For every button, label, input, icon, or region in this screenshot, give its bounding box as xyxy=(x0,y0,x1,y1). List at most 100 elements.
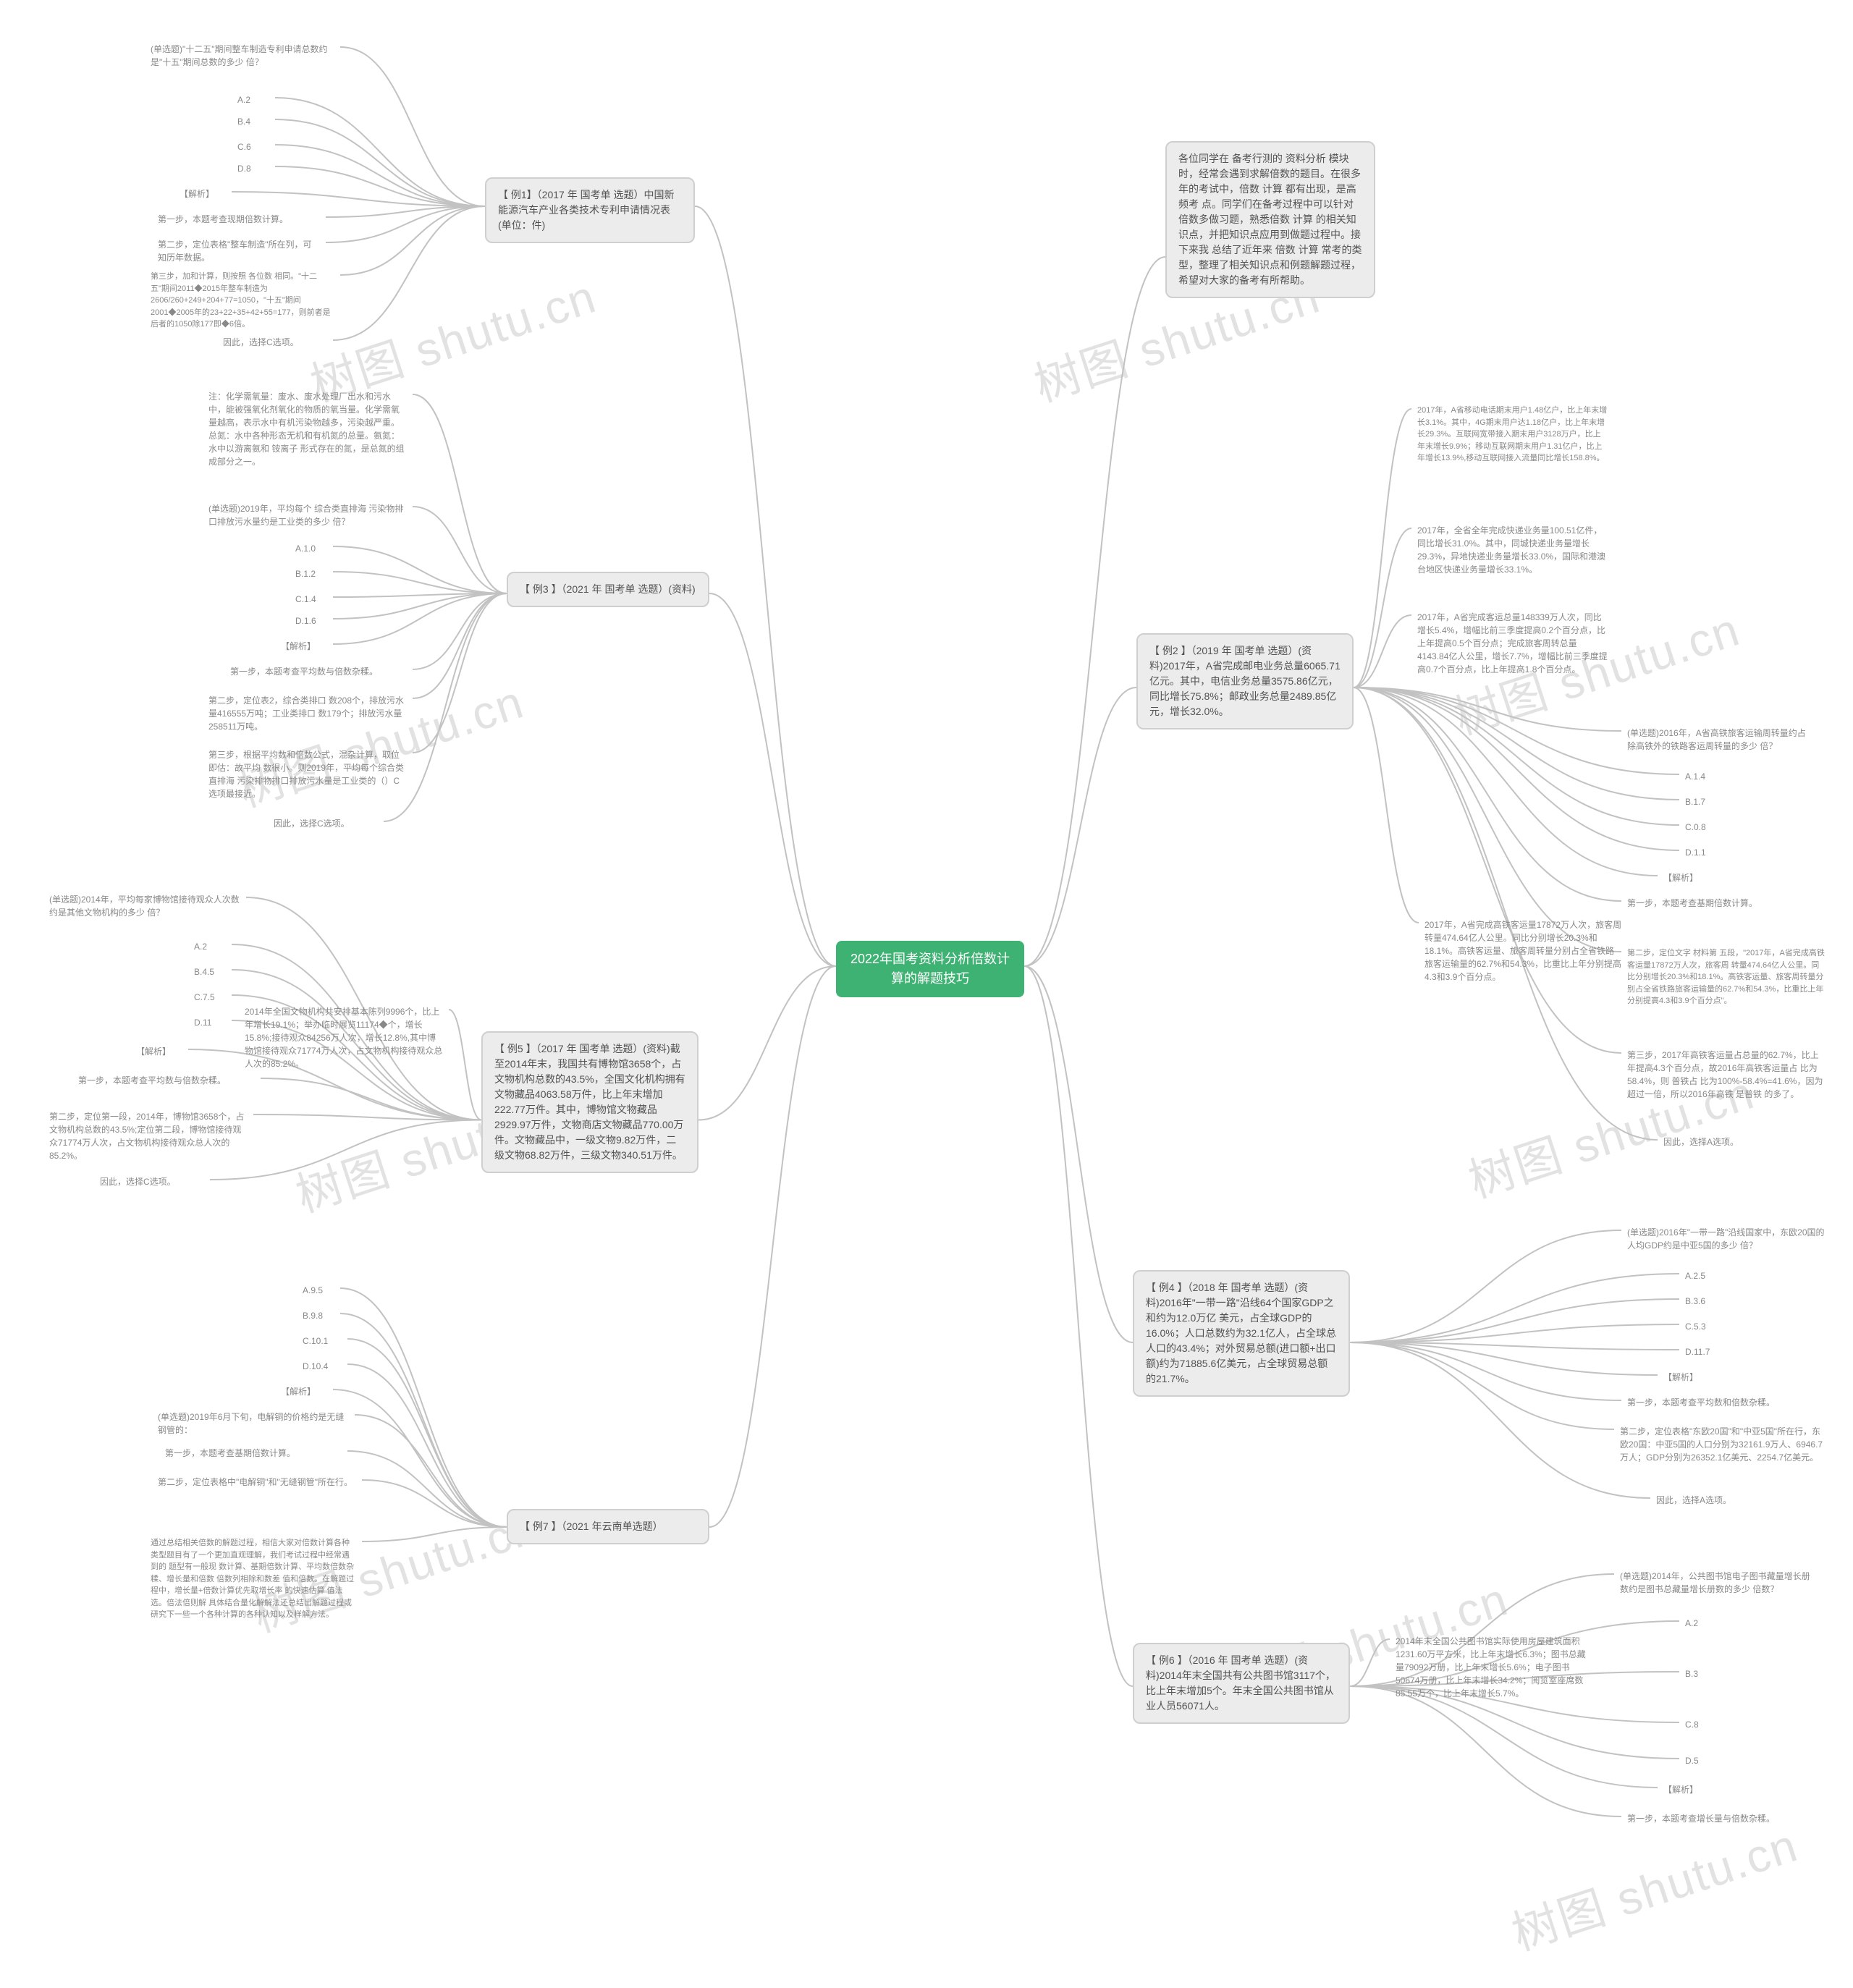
connector-edge xyxy=(1350,1342,1650,1498)
leaf-node: 【解析】 xyxy=(1658,868,1704,887)
leaf-node: 2014年末全国公共图书馆实际使用房屋建筑面积1231.60万平方米，比上年末增… xyxy=(1390,1632,1600,1703)
leaf-node: C.8 xyxy=(1679,1715,1705,1734)
leaf-node: D.11 xyxy=(188,1013,217,1032)
connector-edge xyxy=(1024,688,1136,966)
leaf-node: B.3 xyxy=(1679,1665,1704,1683)
main-node-ex4: 【 例4 】（2018 年 国考单 选题）(资料)2016年"一带一路"沿线64… xyxy=(1133,1270,1350,1397)
connector-edge xyxy=(1350,1686,1621,1816)
leaf-node: A.1.4 xyxy=(1679,767,1711,786)
connector-edge xyxy=(1024,257,1165,966)
leaf-node: 【解析】 xyxy=(1658,1780,1704,1799)
connector-edge xyxy=(413,507,507,593)
leaf-node: 2017年，A省完成高铁客运量17872万人次，旅客周转量474.64亿人公里。… xyxy=(1419,915,1629,986)
main-node-ex6: 【 例6 】（2016 年 国考单 选题）(资料)2014年末全国共有公共图书馆… xyxy=(1133,1643,1350,1724)
connector-edge xyxy=(1354,688,1419,923)
leaf-node: B.3.6 xyxy=(1679,1292,1711,1311)
connector-edge xyxy=(1354,688,1621,952)
leaf-node: 因此，选择C选项。 xyxy=(94,1172,182,1191)
connector-edge xyxy=(347,1364,507,1527)
main-node-ex5: 【 例5 】（2017 年 国考单 选题）(资料)截至2014年末，我国共有博物… xyxy=(481,1031,698,1173)
leaf-node: B.1.2 xyxy=(290,564,321,583)
leaf-node: (单选题)2019年，平均每个 综合类直排海 污染物排口排放污水量约是工业类的多… xyxy=(203,499,413,531)
leaf-node: A.2 xyxy=(1679,1614,1704,1633)
connector-edge xyxy=(1024,966,1133,1686)
leaf-node: B.9.8 xyxy=(297,1306,329,1325)
leaf-node: 因此，选择C选项。 xyxy=(217,333,305,352)
leaf-node: C.0.8 xyxy=(1679,818,1712,837)
leaf-node: C.6 xyxy=(232,138,257,156)
connector-edge xyxy=(1350,1342,1614,1429)
main-node-ex2: 【 例2 】（2019 年 国考单 选题）(资料)2017年，A省完成邮电业务总… xyxy=(1136,633,1354,729)
leaf-node: 【解析】 xyxy=(130,1042,177,1061)
leaf-node: A.2 xyxy=(232,90,256,109)
leaf-node: 通过总结相关倍数的解题过程，相信大家对倍数计算各种类型题目有了一个更加直观理解，… xyxy=(145,1534,362,1624)
connector-edge xyxy=(1354,409,1411,688)
connector-edge xyxy=(449,1010,481,1120)
leaf-node: 第一步，本题考查增长量与倍数杂糅。 xyxy=(1621,1809,1781,1828)
main-node-ex1: 【 例1】（2017 年 国考单 选题）中国新能源汽车产业各类技术专利申请情况表… xyxy=(485,177,695,243)
connector-edge xyxy=(1354,688,1658,1140)
leaf-node: 第一步，本题考查现期倍数计算。 xyxy=(152,210,294,229)
connector-edge xyxy=(333,593,507,644)
connector-edge xyxy=(340,1314,507,1527)
leaf-node: D.5 xyxy=(1679,1751,1705,1770)
connector-edge xyxy=(275,98,485,206)
connector-edge xyxy=(340,1288,507,1527)
connector-edge xyxy=(413,593,507,753)
leaf-node: D.10.4 xyxy=(297,1357,334,1376)
leaf-node: A.2.5 xyxy=(1679,1266,1711,1285)
leaf-node: 第一步，本题考查平均数与倍数杂糅。 xyxy=(72,1071,232,1090)
leaf-node: 第二步，定位表2，综合类排口 数208个，排放污水量416555万吨；工业类排口… xyxy=(203,691,413,736)
leaf-node: 第二步，定位表格中"电解铜"和"无缝钢管"所在行。 xyxy=(152,1473,358,1492)
leaf-node: 2014年全国文物机构共安排基本陈列9996个，比上年增长19.1%；举办临时展… xyxy=(239,1002,449,1073)
connector-edge xyxy=(362,1527,507,1541)
leaf-node: C.10.1 xyxy=(297,1332,334,1350)
connector-edge xyxy=(1354,688,1621,1053)
connector-edge xyxy=(355,1415,507,1527)
leaf-node: 第二步，定位文字 材料第 五段，"2017年，A省完成高铁客运量17872万人次… xyxy=(1621,944,1831,1010)
connector-edge xyxy=(695,206,836,966)
leaf-node: 2017年，A省移动电话期末用户1.48亿户，比上年末增长3.1%。其中，4G期… xyxy=(1411,402,1614,468)
leaf-node: 2017年，全省全年完成快递业务量100.51亿件，同比增长31.0%。其中，同… xyxy=(1411,521,1614,579)
connector-edge xyxy=(709,966,836,1527)
connector-edge xyxy=(413,394,507,593)
leaf-node: B.1.7 xyxy=(1679,792,1711,811)
leaf-node: D.1.6 xyxy=(290,612,322,630)
leaf-node: (单选题)"十二五"期间整车制造专利申请总数约是"十五"期间总数的多少 倍？ xyxy=(145,40,340,72)
leaf-node: (单选题)2014年，平均每家博物馆接待观众人次数约是其他文物机构的多少 倍？ xyxy=(43,890,246,922)
leaf-node: C.5.3 xyxy=(1679,1317,1712,1336)
leaf-node: 因此，选择A选项。 xyxy=(1650,1491,1737,1510)
leaf-node: 第二步，定位第一段，2014年，博物馆3658个，占文物机构总数的43.5%;定… xyxy=(43,1107,253,1165)
connector-edge xyxy=(333,546,507,593)
leaf-node: 第二步，定位表格"整车制造"所在列，可知历年数据。 xyxy=(152,235,326,267)
leaf-node: (单选题)2014年，公共图书馆电子图书藏量增长册数约是图书总藏量增长册数的多少… xyxy=(1614,1567,1824,1599)
connector-edge xyxy=(1350,1274,1679,1342)
main-node-ex3: 【 例3 】（2021 年 国考单 选题）(资料) xyxy=(507,572,709,607)
leaf-node: A.9.5 xyxy=(297,1281,329,1300)
leaf-node: A.1.0 xyxy=(290,539,321,558)
leaf-node: B.4 xyxy=(232,112,256,131)
center-node: 2022年国考资料分析倍数计算的解题技巧 xyxy=(836,941,1024,997)
leaf-node: A.2 xyxy=(188,937,213,956)
connector-edge xyxy=(275,166,485,206)
leaf-node: 第三步，2017年高铁客运量占总量的62.7%，比上年提高4.3个百分点，故20… xyxy=(1621,1046,1831,1104)
leaf-node: 【解析】 xyxy=(1658,1368,1704,1387)
connector-edge xyxy=(1350,1639,1390,1686)
leaf-node: (单选题)2016年"一带一路"沿线国家中，东欧20国的人均GDP约是中亚5国的… xyxy=(1621,1223,1831,1255)
leaf-node: 注：化学需氧量：废水、废水处理厂出水和污水中，能被强氧化剂氧化的物质的氧当量。化… xyxy=(203,387,413,471)
leaf-node: 因此，选择A选项。 xyxy=(1658,1133,1744,1151)
connector-edge xyxy=(709,593,836,966)
connector-edge xyxy=(1354,688,1679,850)
leaf-node: 第一步，本题考查基期倍数计算。 xyxy=(159,1444,301,1463)
leaf-node: (单选题)2016年，A省高铁旅客运输周转量约占除高铁外的铁路客运周转量的多少 … xyxy=(1621,724,1817,756)
connector-edge xyxy=(1350,1230,1621,1342)
leaf-node: D.11.7 xyxy=(1679,1342,1715,1361)
main-node-ex7: 【 例7 】（2021 年云南单选题） xyxy=(507,1509,709,1544)
connector-edge xyxy=(275,145,485,206)
main-node-intro: 各位同学在 备考行测的 资料分析 模块时，经常会遇到求解倍数的题目。在很多年的考… xyxy=(1165,141,1375,298)
leaf-node: C.1.4 xyxy=(290,590,322,609)
leaf-node: 【解析】 xyxy=(275,637,321,656)
leaf-node: 因此，选择C选项。 xyxy=(268,814,355,833)
leaf-node: 【解析】 xyxy=(275,1382,321,1401)
leaf-node: B.4.5 xyxy=(188,963,220,981)
